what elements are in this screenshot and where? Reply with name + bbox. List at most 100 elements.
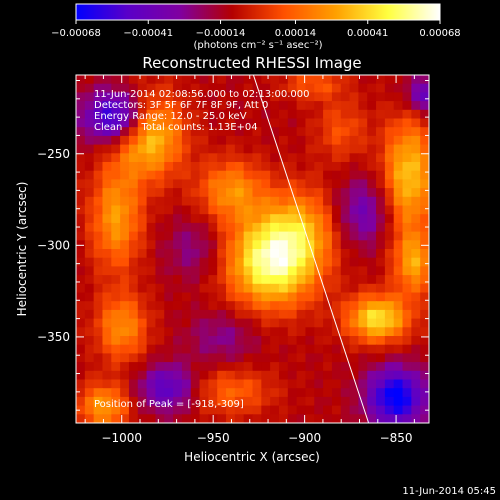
heatmap-cell (305, 327, 315, 337)
heatmap-cell (190, 266, 201, 276)
heatmap-cell (287, 153, 298, 163)
heatmap-cell (155, 344, 165, 354)
heatmap-cell (367, 344, 377, 354)
heatmap-cell (208, 249, 218, 259)
heatmap-cell (349, 327, 359, 337)
heatmap-cell (287, 292, 298, 302)
heatmap-cell (270, 170, 280, 180)
heatmap-cell (102, 101, 112, 111)
heatmap-cell (243, 240, 254, 250)
heatmap-cell (305, 135, 315, 146)
heatmap-cell (243, 309, 254, 320)
heatmap-cell (270, 205, 280, 215)
heatmap-cell (84, 379, 95, 389)
heatmap-cell (102, 135, 112, 146)
heatmap-cell (367, 92, 377, 102)
heatmap-cell (76, 144, 86, 154)
heatmap-cell (234, 196, 245, 207)
heatmap-cell (411, 196, 421, 207)
heatmap-cell (208, 327, 218, 337)
heatmap-cell (376, 336, 386, 346)
heatmap-cell (190, 188, 201, 198)
heatmap-cell (190, 101, 201, 111)
heatmap-cell (358, 179, 368, 189)
heatmap-cell (367, 144, 377, 154)
heatmap-cell (111, 344, 121, 354)
heatmap-cell (323, 257, 333, 267)
heatmap-cell (420, 83, 429, 93)
heatmap-cell (164, 222, 174, 233)
heatmap-cell (393, 257, 404, 267)
heatmap-cell (84, 327, 95, 337)
heatmap-cell (411, 318, 421, 328)
heatmap-cell (340, 240, 351, 250)
heatmap-cell (146, 196, 157, 207)
heatmap-cell (278, 170, 289, 180)
heatmap-cell (84, 396, 95, 407)
heatmap-cell (358, 301, 368, 311)
heatmap-cell (199, 231, 209, 241)
heatmap-cell (226, 75, 236, 85)
heatmap-cell (358, 405, 368, 415)
heatmap-cell (226, 144, 236, 154)
heatmap-cell (217, 75, 227, 85)
heatmap-cell (208, 344, 218, 354)
heatmap-cell (393, 92, 404, 102)
heatmap-cell (173, 92, 183, 102)
heatmap-cell (261, 396, 271, 407)
heatmap-cell (164, 249, 174, 259)
heatmap-cell (128, 135, 139, 146)
heatmap-cell (305, 396, 315, 407)
heatmap-cell (128, 388, 139, 398)
heatmap-cell (190, 336, 201, 346)
heatmap-cell (137, 318, 148, 328)
heatmap-cell (367, 75, 377, 85)
heatmap-cell (331, 388, 342, 398)
heatmap-cell (402, 170, 412, 180)
colorbar-tick-label: −0.00068 (51, 28, 101, 39)
heatmap-cell (120, 414, 130, 423)
heatmap-cell (217, 370, 227, 381)
heatmap-cell (173, 135, 183, 146)
heatmap-cell (367, 249, 377, 259)
heatmap-cell (173, 336, 183, 346)
heatmap-cell (376, 75, 386, 85)
heatmap-cell (234, 266, 245, 276)
heatmap-cell (164, 362, 174, 372)
heatmap-cell (155, 266, 165, 276)
heatmap-cell (217, 135, 227, 146)
heatmap-cell (155, 170, 165, 180)
heatmap-cell (323, 240, 333, 250)
heatmap-cell (287, 75, 298, 85)
heatmap-cell (402, 283, 412, 294)
heatmap-cell (102, 92, 112, 102)
heatmap-cell (93, 370, 104, 381)
heatmap-cell (137, 188, 148, 198)
heatmap-cell (287, 144, 298, 154)
heatmap-cell (384, 75, 395, 85)
heatmap-cell (155, 188, 165, 198)
heatmap-cell (155, 153, 165, 163)
heatmap-cell (305, 205, 315, 215)
heatmap-cell (243, 283, 254, 294)
heatmap-cell (102, 162, 112, 172)
heatmap-cell (402, 75, 412, 85)
heatmap-cell (146, 240, 157, 250)
heatmap-cell (349, 275, 359, 285)
heatmap-cell (420, 336, 429, 346)
heatmap-cell (331, 170, 342, 180)
heatmap-cell (164, 188, 174, 198)
heatmap-cell (278, 405, 289, 415)
heatmap-cell (420, 318, 429, 328)
heatmap-cell (376, 301, 386, 311)
heatmap-cell (137, 222, 148, 233)
heatmap-cell (190, 144, 201, 154)
heatmap-cell (234, 283, 245, 294)
heatmap-cell (331, 275, 342, 285)
heatmap-cell (190, 275, 201, 285)
heatmap-cell (314, 75, 324, 85)
heatmap-cell (84, 179, 95, 189)
heatmap-cell (217, 188, 227, 198)
heatmap-cell (323, 222, 333, 233)
heatmap-cell (120, 214, 130, 224)
